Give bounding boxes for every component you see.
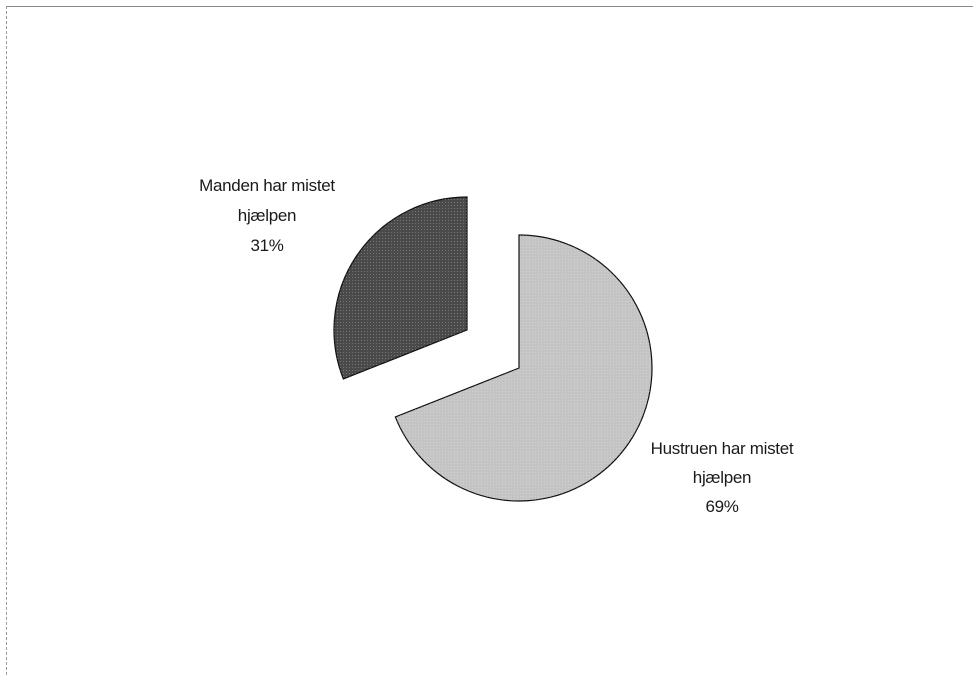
slice-label-hustruen-line2: hjælpen [693, 468, 751, 487]
slice-percent-manden: 31% [250, 236, 283, 255]
pie-slice-hustruen [394, 234, 653, 502]
slice-label-hustruen-line1: Hustruen har mistet [651, 439, 794, 458]
slice-label-manden-line2: hjælpen [238, 206, 296, 225]
slice-percent-hustruen: 69% [705, 497, 738, 516]
pie-slice-manden [333, 196, 468, 380]
slice-label-manden-line1: Manden har mistet [199, 176, 335, 195]
chart-frame [6, 6, 973, 675]
slices-layer [333, 196, 653, 502]
